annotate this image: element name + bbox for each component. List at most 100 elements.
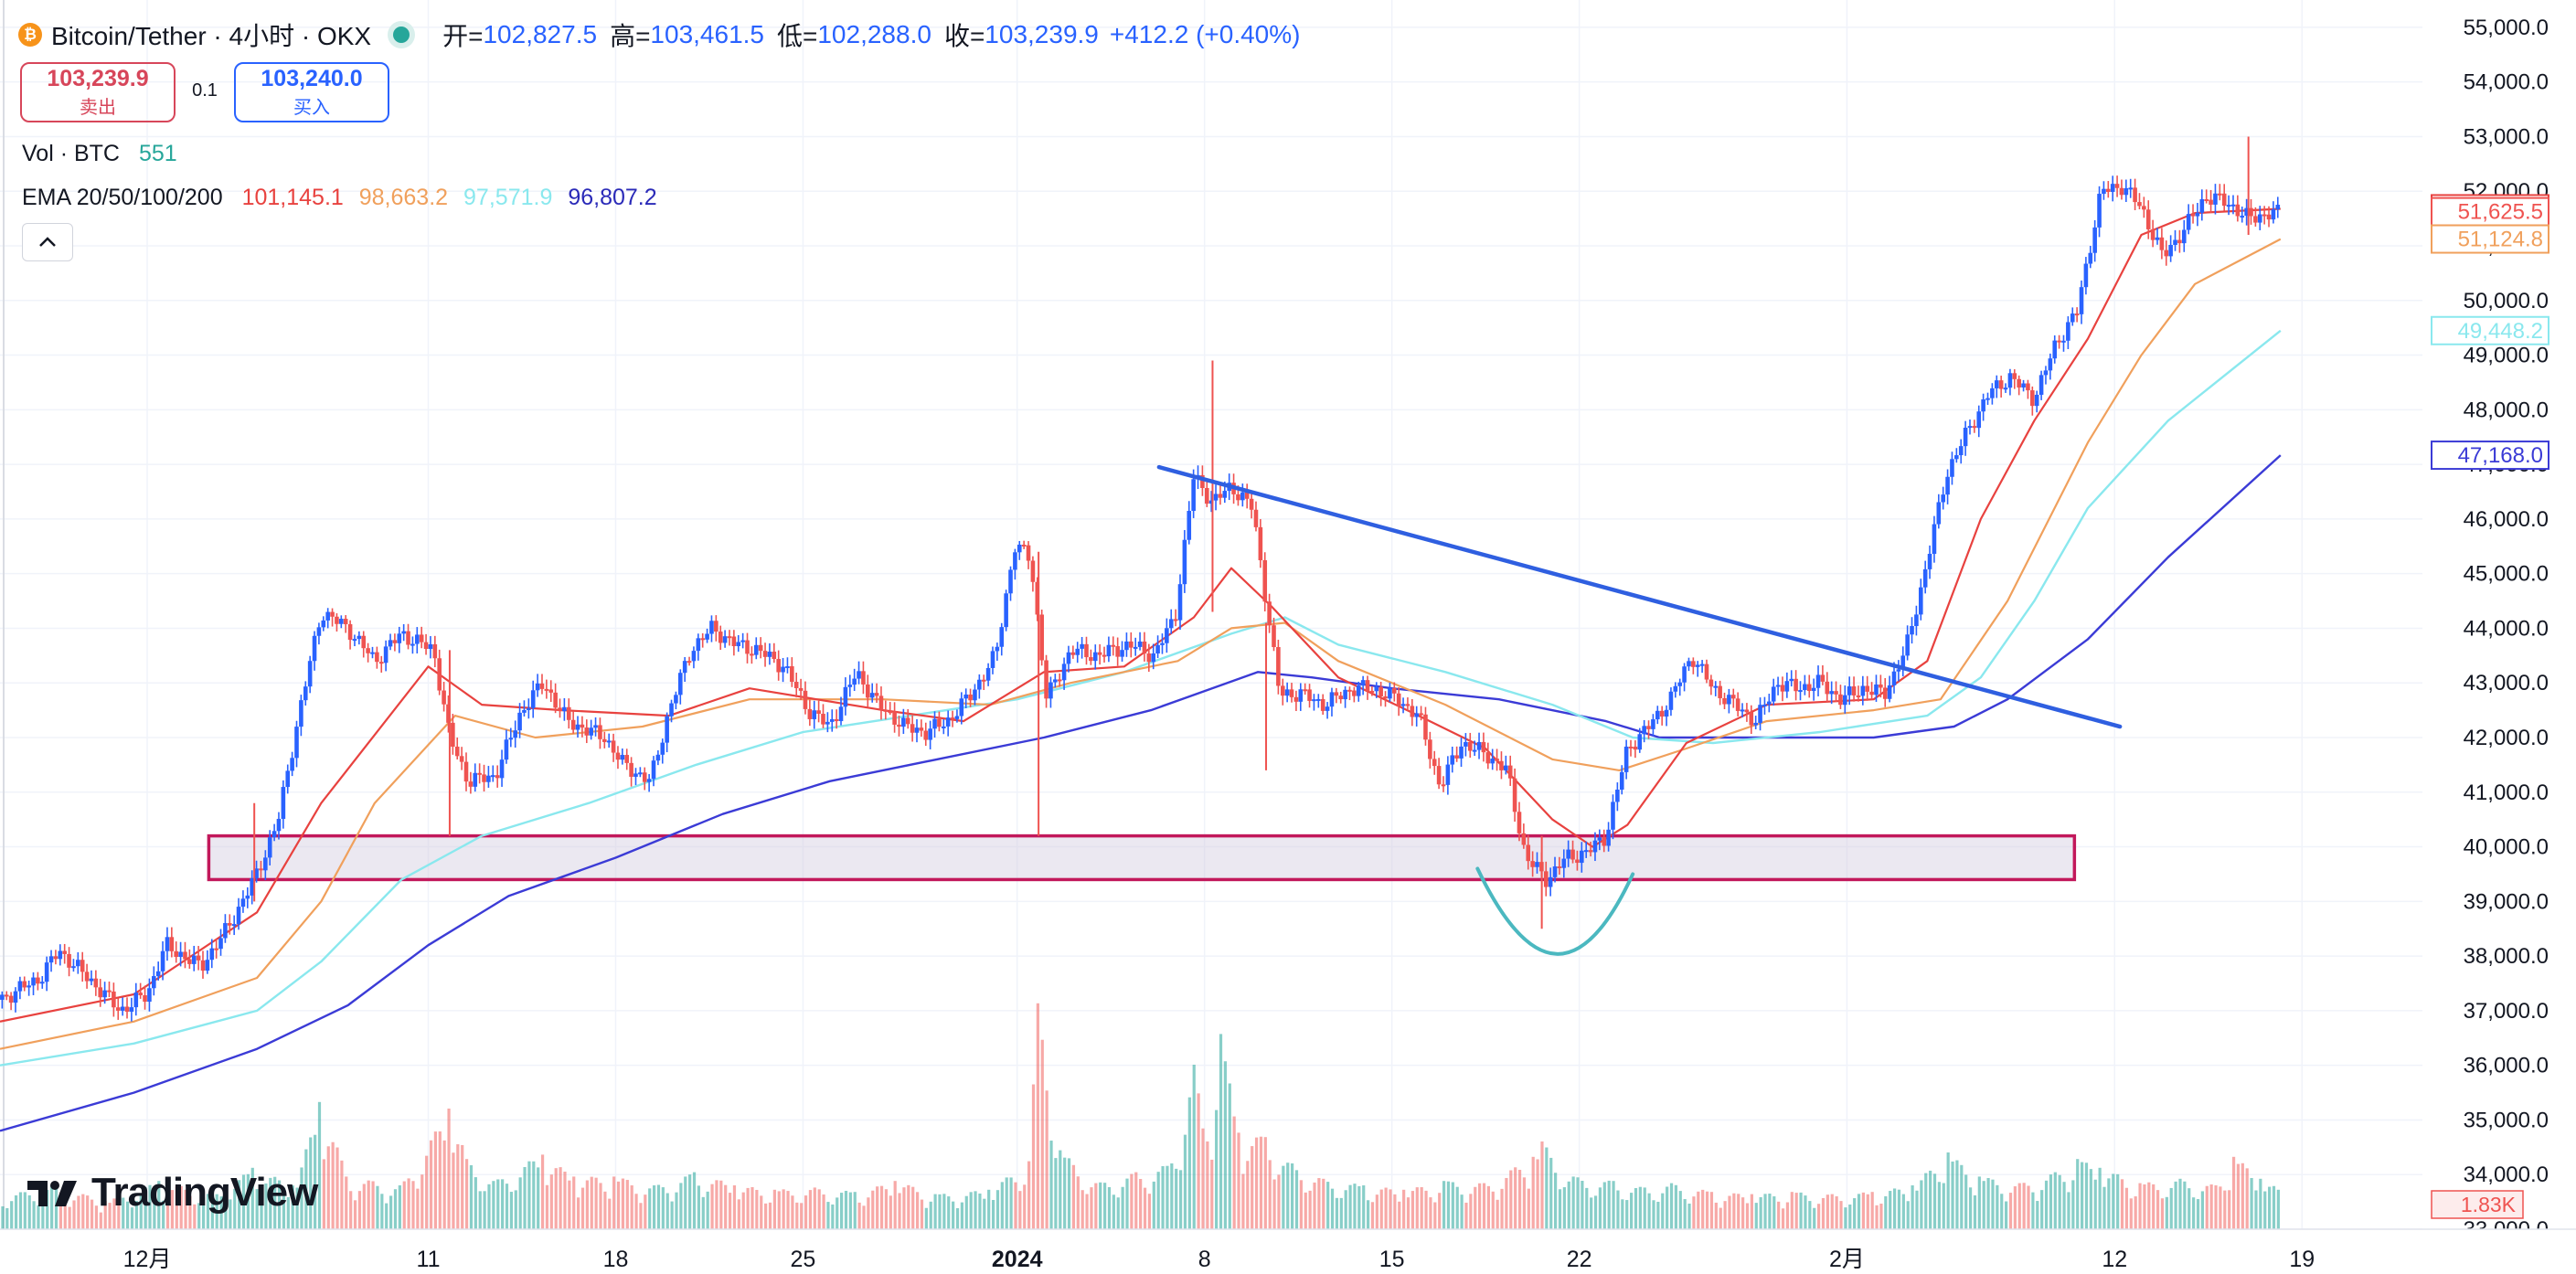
volume-bar: [2160, 1198, 2165, 1229]
ema-legend[interactable]: EMA 20/50/100/200 101,145.1 98,663.2 97,…: [22, 185, 657, 211]
volume-bar: [1107, 1186, 1112, 1229]
volume-bar: [170, 1190, 175, 1229]
candle: [2159, 228, 2165, 260]
volume-bar: [2276, 1189, 2280, 1229]
candle-body: [1976, 411, 1982, 429]
candle-body: [677, 673, 683, 695]
candle-body: [2221, 193, 2227, 207]
candle: [285, 764, 291, 794]
volume-bar: [461, 1144, 464, 1229]
price-tick-label: 42,000.0: [2464, 726, 2549, 750]
candle-body: [1374, 686, 1379, 692]
volume-bar: [2008, 1193, 2013, 1229]
candle: [1133, 637, 1138, 656]
candle: [27, 980, 31, 996]
volume-bar: [117, 1196, 121, 1229]
candle: [977, 674, 982, 699]
volume-bar: [2192, 1197, 2196, 1229]
volume-bar: [1031, 1084, 1036, 1229]
volume-bar: [750, 1186, 754, 1229]
volume-bar: [648, 1188, 652, 1229]
candle-body: [954, 716, 960, 719]
candle: [945, 710, 951, 737]
volume-bar: [1402, 1189, 1406, 1229]
volume-bar: [857, 1202, 861, 1229]
volume-bar: [1294, 1170, 1299, 1229]
candle: [1057, 673, 1062, 687]
volume-bar: [1844, 1207, 1847, 1229]
volume-bar: [532, 1161, 536, 1229]
volume-bar: [1763, 1194, 1767, 1229]
symbol-name[interactable]: Bitcoin/Tether · 4小时 · OKX: [51, 22, 372, 50]
candle: [361, 631, 367, 658]
candle-body: [2017, 378, 2021, 388]
candle: [1771, 678, 1776, 706]
sell-button[interactable]: 103,239.9 卖出: [20, 62, 176, 122]
candle-body: [1798, 690, 1803, 693]
candle: [1789, 670, 1794, 687]
candle-body: [825, 721, 830, 725]
candle-body: [1187, 510, 1192, 540]
volume-bar: [867, 1197, 870, 1229]
volume-bar: [2245, 1168, 2249, 1229]
volume-bar: [1924, 1173, 1928, 1229]
volume-bar: [2236, 1163, 2241, 1229]
volume-bar: [995, 1190, 1000, 1229]
volume-bar: [755, 1189, 759, 1229]
candle: [0, 991, 5, 1009]
volume-bar: [420, 1174, 424, 1229]
candle: [259, 860, 263, 878]
volume-legend[interactable]: Vol · BTC 551: [22, 141, 177, 167]
volume-legend-label: Vol · BTC: [22, 141, 120, 166]
volume-bar: [1161, 1166, 1165, 1229]
buy-button[interactable]: 103,240.0 买入: [234, 62, 389, 122]
volume-bar: [898, 1193, 901, 1229]
candle-body: [2128, 187, 2134, 190]
volume-bar: [1277, 1174, 1281, 1229]
candle: [963, 688, 968, 708]
candle-body: [1454, 755, 1459, 759]
volume-bar: [1362, 1185, 1366, 1229]
candle-body: [330, 611, 335, 617]
price-tick-label: 39,000.0: [2464, 889, 2549, 914]
collapse-legend-button[interactable]: [22, 223, 73, 261]
candle-body: [152, 976, 156, 989]
candle-body: [2271, 209, 2276, 220]
candle: [1044, 654, 1048, 708]
price-tick-label: 48,000.0: [2464, 398, 2549, 422]
volume-bar: [1839, 1201, 1843, 1229]
candle: [1084, 636, 1089, 665]
candle: [1597, 829, 1602, 851]
price-label-box: [2431, 315, 2549, 345]
candle-body: [392, 640, 398, 643]
volume-bar: [90, 1199, 94, 1229]
volume-bar: [697, 1185, 701, 1229]
time-tick-label: 12: [2102, 1247, 2127, 1272]
candle-body: [357, 635, 362, 640]
candle: [1936, 494, 1942, 529]
candle-body: [1659, 710, 1665, 717]
candle-body: [1838, 694, 1843, 706]
candle: [2007, 368, 2013, 396]
candle: [620, 748, 625, 765]
volume-bar: [1500, 1188, 1504, 1229]
candle: [2199, 189, 2205, 221]
candle-body: [753, 644, 759, 655]
candle: [71, 959, 76, 972]
candle-body: [869, 693, 875, 698]
volume-bar: [1, 1206, 5, 1229]
candle-body: [1369, 690, 1375, 693]
volume-bar: [2143, 1184, 2146, 1229]
open-value: 102,827.5: [483, 20, 598, 48]
volume-bar: [300, 1167, 303, 1229]
volume-bar: [831, 1204, 835, 1229]
volume-bar: [2013, 1186, 2017, 1229]
candle-body: [352, 639, 357, 642]
candle: [335, 613, 339, 632]
volume-bar: [1562, 1187, 1566, 1229]
volume-bar: [1647, 1193, 1651, 1229]
candle: [67, 947, 71, 977]
volume-bar: [1018, 1191, 1022, 1229]
volume-bar: [1669, 1183, 1674, 1229]
